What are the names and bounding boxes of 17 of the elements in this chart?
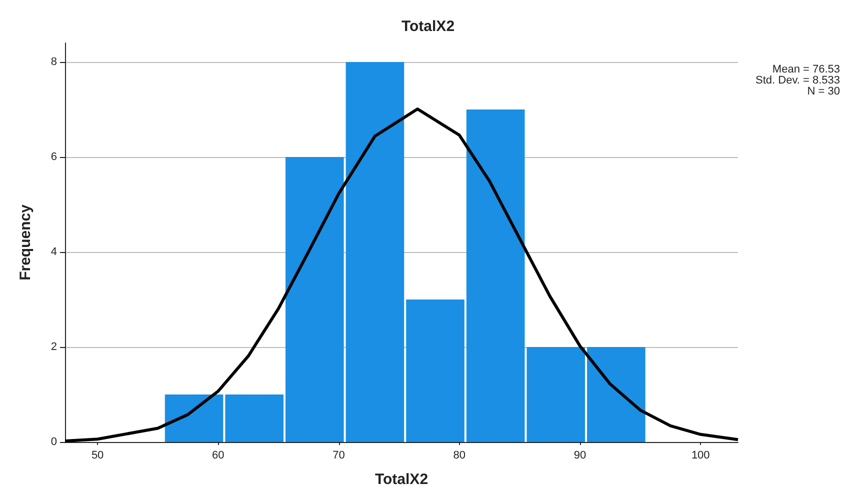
y-tick-label: 2 [50, 341, 57, 353]
x-tick-label: 70 [332, 450, 345, 462]
x-tick-label: 50 [91, 450, 104, 462]
y-axis-title: Frequency [17, 204, 34, 280]
x-tick-label: 60 [212, 450, 224, 462]
x-tick-label: 90 [574, 450, 586, 462]
x-tick-label: 80 [453, 450, 466, 462]
y-tick-label: 6 [50, 151, 57, 163]
chart-title: TotalX2 [401, 18, 455, 35]
y-tick-label: 0 [50, 436, 57, 448]
text: N = 30 [807, 86, 840, 98]
y-tick-label: 4 [50, 246, 57, 258]
x-tick-label: 100 [691, 450, 710, 462]
text: Mean = 76.53 [772, 64, 840, 76]
y-tick-label: 8 [50, 56, 57, 68]
text: Std. Dev. = 8.533 [756, 74, 840, 86]
x-axis-title: TotalX2 [374, 471, 428, 488]
